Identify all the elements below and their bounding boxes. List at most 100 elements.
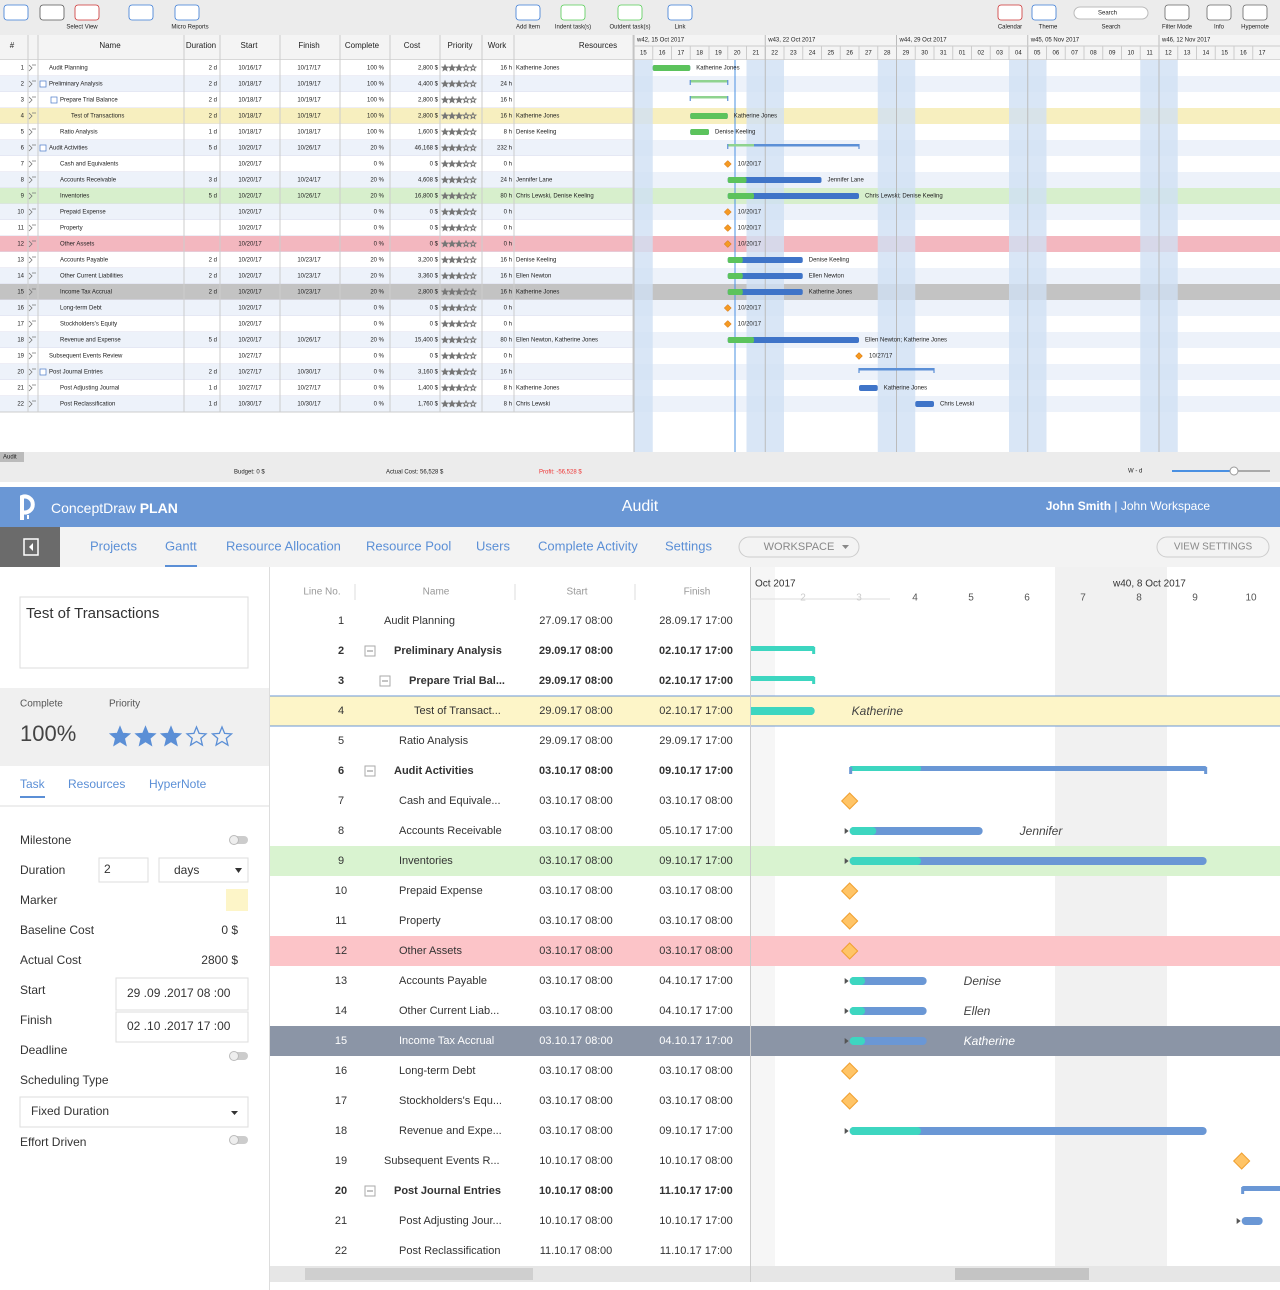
star	[454, 367, 464, 376]
sheet-tab[interactable]	[0, 452, 24, 462]
workspace-button[interactable]	[738, 536, 860, 558]
tab[interactable]: HyperNote	[149, 777, 207, 791]
toolbar-button[interactable]	[1242, 4, 1268, 21]
milestone	[840, 1062, 859, 1080]
star	[468, 127, 478, 136]
marker-swatch[interactable]	[226, 889, 248, 911]
start: 10/27/17	[238, 354, 262, 360]
scroll-thumb[interactable]	[955, 1268, 1089, 1280]
complete: 0 %	[374, 370, 385, 376]
zoom-knob[interactable]	[1229, 466, 1239, 476]
priority-star[interactable]	[134, 725, 157, 747]
scroll-thumb[interactable]	[305, 1268, 533, 1280]
toolbar-button[interactable]	[3, 4, 29, 21]
task-progress	[652, 65, 691, 71]
toolbar-button[interactable]	[39, 4, 65, 21]
nav-item[interactable]: Projects	[90, 538, 137, 553]
scheduling-select[interactable]	[19, 1096, 249, 1128]
toolbar-button[interactable]	[1031, 4, 1057, 21]
toolbar-button[interactable]	[515, 4, 541, 21]
task-title-box[interactable]	[19, 596, 249, 669]
collapse-box[interactable]	[39, 144, 47, 152]
day-label: 15	[640, 51, 647, 57]
start: 10/20/17	[238, 210, 262, 216]
row-icon	[28, 272, 36, 280]
collapse-box[interactable]	[39, 368, 47, 376]
nav-item[interactable]: Resource Pool	[366, 538, 451, 553]
star	[440, 319, 450, 328]
nav-item[interactable]: Settings	[665, 538, 712, 553]
duration: 5 d	[209, 194, 217, 200]
work: 0 h	[504, 226, 512, 232]
toolbar-button[interactable]	[74, 4, 100, 21]
view-settings-button[interactable]	[1156, 536, 1270, 558]
task-name: Audit Planning	[384, 615, 455, 627]
finish-input[interactable]	[115, 1011, 249, 1043]
toolbar-button[interactable]	[1206, 4, 1232, 21]
day-label: 2	[800, 593, 806, 604]
finish: 03.10.17 08:00	[659, 885, 732, 897]
star	[454, 95, 464, 104]
resources: Katherine Jones	[516, 114, 559, 120]
nav-item[interactable]: Gantt	[165, 538, 197, 553]
cost: 0 $	[430, 242, 439, 248]
work: 8 h	[504, 386, 512, 392]
row-icon	[28, 352, 36, 360]
task-name: Accounts Receivable	[60, 178, 117, 184]
toolbar-button[interactable]	[997, 4, 1023, 21]
toolbar-button[interactable]	[667, 4, 693, 21]
cost: 0 $	[430, 210, 439, 216]
star	[440, 335, 450, 344]
toolbar-button[interactable]	[560, 4, 586, 21]
duration: 1 d	[209, 386, 217, 392]
complete: 0 %	[374, 306, 385, 312]
day-label: 8	[1136, 593, 1142, 604]
start: 10/27/17	[238, 370, 262, 376]
priority-star[interactable]	[159, 725, 183, 747]
select-arrow	[235, 868, 242, 873]
task-name: Audit Activities	[394, 765, 474, 777]
complete: 0 %	[374, 386, 385, 392]
day-label: 10	[1245, 593, 1257, 604]
collapse-box[interactable]	[39, 80, 47, 88]
task-name: Ratio Analysis	[60, 130, 98, 136]
bar-label: 10/20/17	[738, 226, 762, 232]
weekend-column	[634, 60, 653, 452]
field-label: Finish	[20, 1013, 52, 1027]
toolbar-button[interactable]	[617, 4, 643, 21]
task-name: Post Adjusting Jour...	[399, 1215, 502, 1227]
tab[interactable]: Resources	[68, 777, 125, 791]
nav-item[interactable]: Users	[476, 538, 510, 553]
sheet-tab-label: Audit	[3, 455, 17, 461]
task-name: Test of Transact...	[414, 705, 501, 717]
collapse-box[interactable]	[50, 96, 58, 104]
star	[440, 287, 450, 296]
task-name: Other Current Liabilities	[60, 274, 123, 280]
duration: 2 d	[209, 290, 217, 296]
priority-star[interactable]	[185, 725, 208, 747]
resources: Denise Keeling	[516, 258, 556, 264]
star	[461, 303, 471, 312]
nav-item[interactable]: Resource Allocation	[226, 538, 341, 553]
duration: 2 d	[209, 98, 217, 104]
nav-item[interactable]: Complete Activity	[538, 538, 638, 553]
start-input[interactable]	[115, 977, 249, 1011]
row-number: 8	[21, 178, 25, 184]
priority-star[interactable]	[210, 725, 234, 747]
duration-input[interactable]	[98, 857, 149, 883]
row-icon	[28, 368, 36, 376]
day-label: 17	[678, 51, 685, 57]
star	[447, 111, 457, 120]
milestone	[723, 304, 732, 312]
search-box[interactable]	[1073, 6, 1149, 20]
summary-caps	[858, 368, 935, 373]
start: 29.09.17 08:00	[539, 735, 612, 747]
duration-unit-select[interactable]	[158, 857, 249, 883]
start: 03.10.17 08:00	[539, 885, 612, 897]
tab[interactable]: Task	[20, 777, 46, 791]
line-no: 17	[335, 1095, 347, 1107]
priority-star[interactable]	[108, 725, 132, 747]
toolbar-button[interactable]	[1164, 4, 1190, 21]
toolbar-button[interactable]	[128, 4, 154, 21]
toolbar-button[interactable]	[174, 4, 200, 21]
